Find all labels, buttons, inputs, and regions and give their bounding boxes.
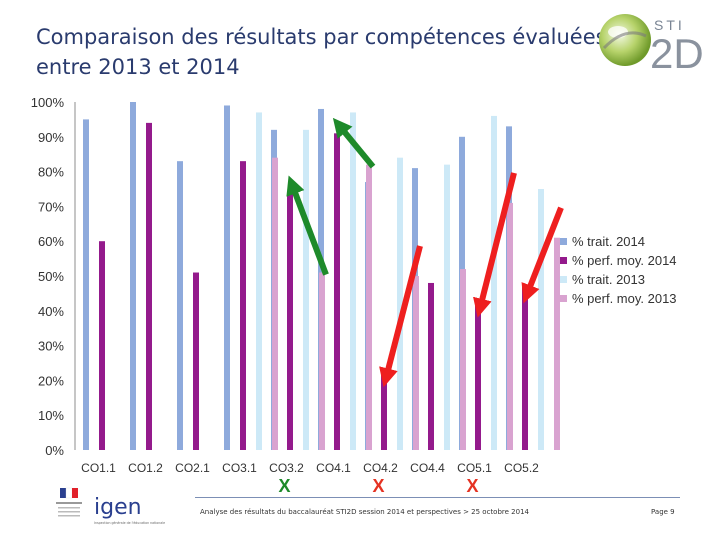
bar-co5-1-s4 (507, 202, 513, 450)
legend-label: % perf. moy. 2013 (572, 291, 677, 306)
legend-label: % trait. 2014 (572, 234, 645, 249)
logo-globe-icon (599, 14, 651, 66)
bar-co4-4-s4 (460, 269, 466, 450)
bar-co5-2-s2 (522, 286, 528, 450)
page-title: Comparaison des résultats par compétence… (36, 22, 607, 82)
arrow-down-icon-co5-2 (521, 206, 564, 304)
republique-logo (56, 487, 82, 517)
logo-big-text: 2D (650, 30, 704, 77)
x-tick-label: CO3.2 (269, 461, 304, 475)
y-tick-label: 100% (31, 95, 65, 110)
bar-co1-1-s2 (99, 241, 105, 450)
bar-co4-1-s2 (334, 133, 340, 450)
bar-co5-2-s4 (554, 237, 560, 450)
bar-co4-4-s3 (444, 164, 450, 450)
bar-co4-2-s4 (413, 276, 419, 450)
bar-co1-2-s2 (146, 122, 152, 450)
bar-co2-1-s1 (177, 161, 183, 450)
igen-subtitle: Inspection générale de l'éducation natio… (94, 521, 165, 525)
x-mark-co5-1: X (466, 476, 478, 496)
bar-co5-2-s3 (538, 189, 544, 450)
bar-co3-1-s1 (224, 105, 230, 450)
legend-swatch (560, 257, 567, 264)
arrow-down-icon-co4-2 (379, 245, 423, 388)
bar-co3-1-s2 (240, 161, 246, 450)
legend-label: % trait. 2013 (572, 272, 645, 287)
x-mark-co4-2: X (372, 476, 384, 496)
y-tick-label: 90% (38, 130, 64, 145)
bar-co5-1-s3 (491, 115, 497, 451)
bar-co3-2-s3 (303, 129, 309, 450)
y-tick-label: 30% (38, 339, 64, 354)
legend-swatch (560, 238, 567, 245)
y-tick-label: 60% (38, 234, 64, 249)
footer-text: Analyse des résultats du baccalauréat ST… (200, 508, 529, 516)
y-tick-label: 80% (38, 165, 64, 180)
bar-co1-1-s1 (83, 119, 89, 451)
y-tick-label: 40% (38, 304, 64, 319)
x-tick-label: CO5.1 (457, 461, 492, 475)
bar-co1-2-s1 (130, 102, 136, 450)
x-tick-label: CO2.1 (175, 461, 210, 475)
bar-co4-1-s3 (350, 112, 356, 450)
legend-swatch (560, 295, 567, 302)
x-tick-label: CO5.2 (504, 461, 539, 475)
title-line-1: Comparaison des résultats par compétence… (36, 25, 607, 49)
logo-small-text: STI (654, 17, 685, 33)
sti2d-logo: STI 2D (599, 14, 704, 77)
arrow-down-icon-co5-1 (473, 172, 517, 318)
x-mark-co3-2: X (278, 476, 290, 496)
igen-logo-text: igen (94, 495, 142, 520)
bar-co4-2-s2 (381, 369, 387, 450)
x-tick-label: CO4.1 (316, 461, 351, 475)
x-tick-label: CO3.1 (222, 461, 257, 475)
bar-chart: 0% 10% 20% 30% 40% 50% 60% 70% 80% 90% 100% CO1.1 C… (31, 95, 677, 496)
legend-label: % perf. moy. 2014 (572, 253, 677, 268)
bar-co3-2-s4 (319, 272, 325, 450)
x-tick-label: CO4.2 (363, 461, 398, 475)
legend-swatch (560, 276, 567, 283)
x-tick-label: CO1.2 (128, 461, 163, 475)
y-tick-label: 70% (38, 199, 64, 214)
bar-co2-1-s2 (193, 272, 199, 450)
title-line-2: entre 2013 et 2014 (36, 55, 240, 79)
footer-divider (195, 497, 680, 498)
x-tick-label: CO1.1 (81, 461, 116, 475)
header: Comparaison des résultats par compétence… (0, 0, 720, 92)
arrow-up-icon-co4-1 (332, 117, 376, 169)
arrow-up-icon-co3-2 (286, 175, 329, 276)
x-tick-label: CO4.4 (410, 461, 445, 475)
bar-co3-2-s2 (287, 192, 293, 451)
bar-co5-1-s2 (475, 300, 481, 450)
bar-co4-4-s2 (428, 282, 434, 450)
y-tick-label: 0% (45, 443, 64, 458)
bar-co4-2-s3 (397, 157, 403, 450)
y-tick-label: 50% (38, 269, 64, 284)
bar-co4-1-s4 (366, 164, 372, 450)
y-tick-label: 20% (38, 373, 64, 388)
bar-co3-1-s3 (256, 112, 262, 450)
footer-logos: igen Inspection générale de l'éducation … (56, 487, 165, 525)
y-tick-label: 10% (38, 408, 64, 423)
page-number: Page 9 (651, 508, 675, 516)
bar-co3-1-s4 (272, 157, 278, 450)
